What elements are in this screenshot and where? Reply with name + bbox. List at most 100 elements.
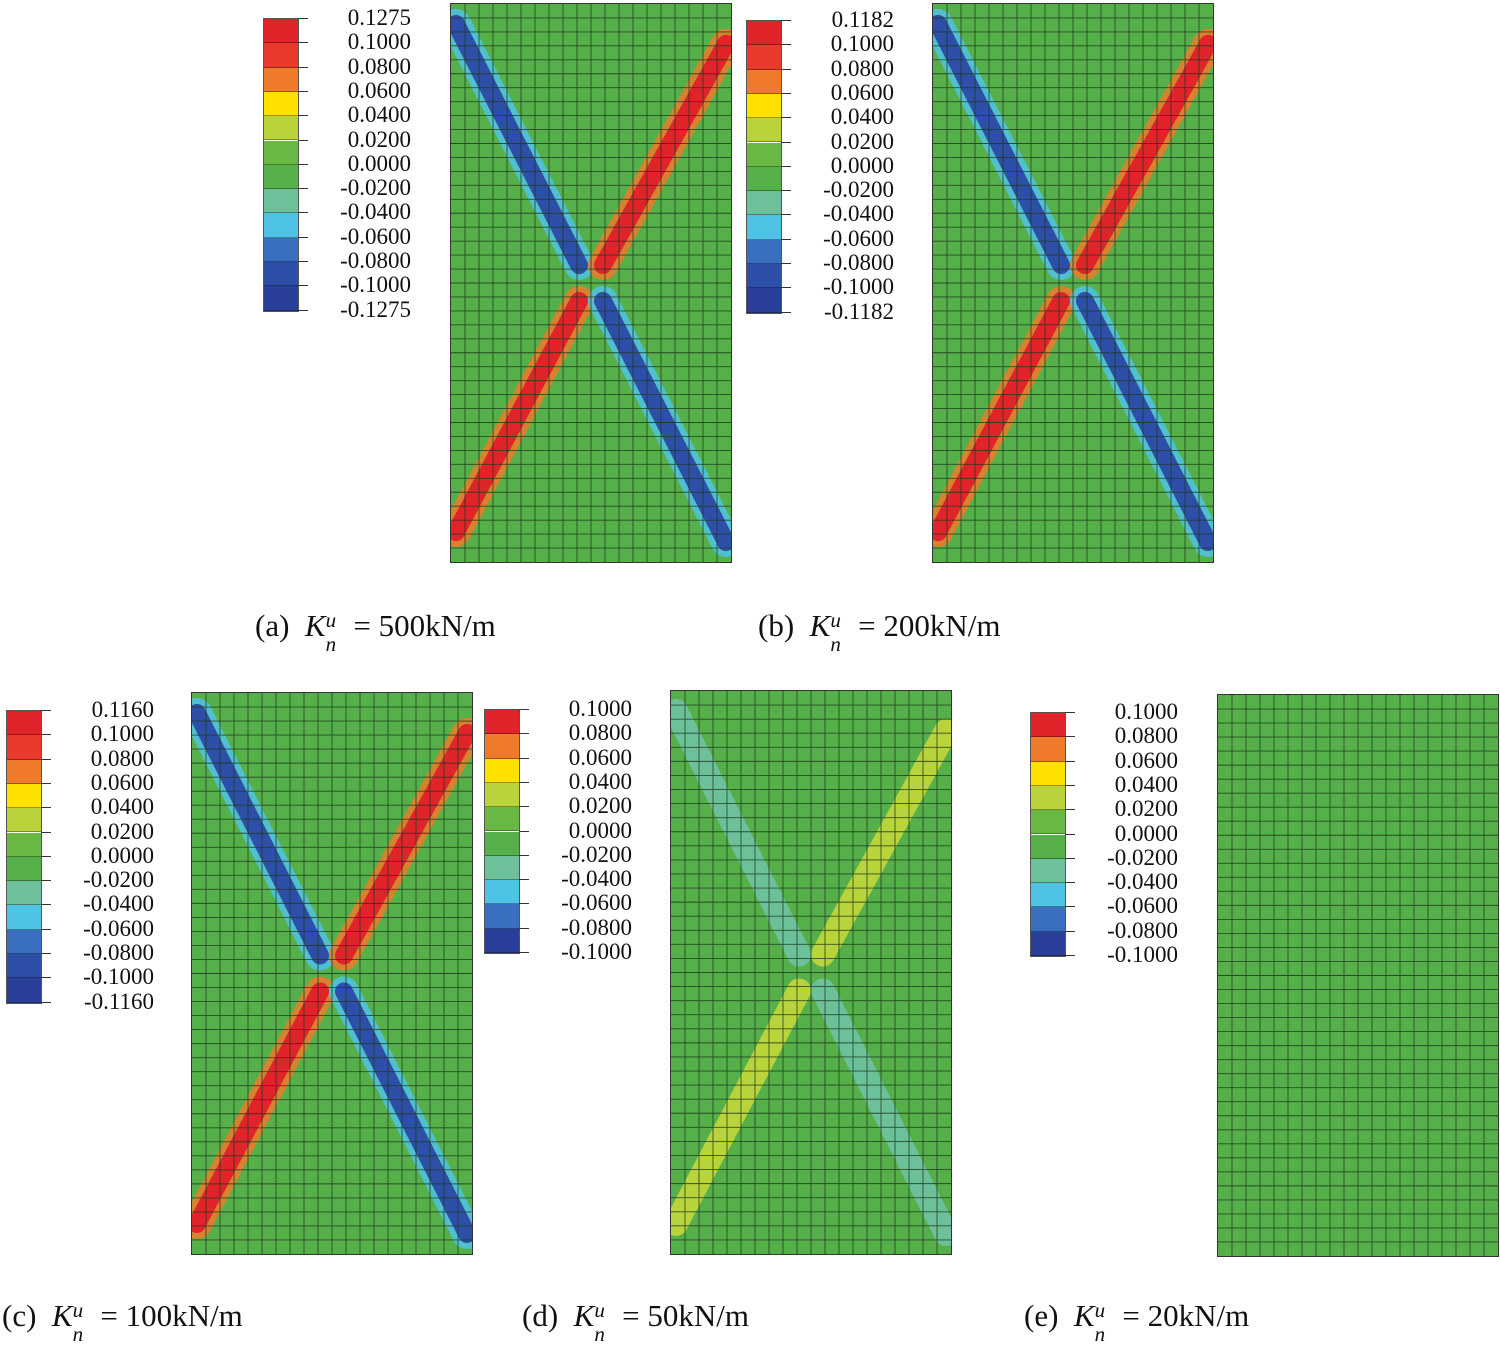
- contour-panel-a: [450, 3, 732, 563]
- caption-a-sub: n: [325, 631, 337, 656]
- legend-a-tick: [298, 285, 308, 287]
- caption-d-sup: u: [594, 1297, 605, 1322]
- panel-c-mesh: [192, 693, 472, 1254]
- legend-e-tick: [1065, 930, 1075, 932]
- legend-b-tick: [781, 44, 791, 46]
- legend-c-tick: [41, 855, 51, 857]
- panel-d-band-tension: [671, 978, 811, 1236]
- legend-a-tick: [298, 309, 308, 311]
- panel-c-band-tension: [192, 982, 330, 1234]
- legend-b-label: 0.0600: [830, 79, 894, 105]
- caption-d-sub: n: [594, 1321, 605, 1346]
- legend-d-colorbar: [484, 709, 520, 954]
- caption-b-value: = 200kN/m: [850, 608, 1001, 643]
- legend-c-tick: [41, 734, 51, 736]
- legend-d-label: 0.1000: [568, 696, 632, 721]
- legend-b-swatch: [747, 118, 781, 143]
- legend-c-swatch: [7, 759, 41, 784]
- caption-e-sup: u: [1094, 1297, 1106, 1322]
- legend-b-tick: [781, 68, 791, 70]
- legend-d-swatch: [485, 904, 519, 929]
- legend-a-label: -0.1275: [340, 296, 411, 322]
- legend-d-label: 0.0000: [568, 817, 632, 843]
- legend-a-swatch: [264, 286, 298, 311]
- legend-d-label: 0.0600: [568, 744, 632, 770]
- legend-a-swatch: [264, 237, 298, 262]
- legend-d-label: 0.0200: [568, 793, 632, 819]
- legend-d-tick: [519, 781, 529, 783]
- legend-e-label: 0.0600: [1114, 747, 1178, 773]
- legend-d-swatch: [485, 758, 519, 783]
- legend-c-label: 0.0600: [90, 769, 154, 795]
- legend-a: 0.1275 0.1000 0.0800 0.0600 0.0400 0.0200 0.00…: [263, 5, 423, 321]
- legend-b-label: -0.1182: [823, 298, 894, 324]
- legend-b-tick: [781, 141, 791, 143]
- legend-e-label: 0.0000: [1114, 820, 1178, 846]
- caption-b-label: (b): [758, 608, 795, 643]
- legend-c-swatch: [7, 832, 41, 857]
- legend-e-tick: [1065, 809, 1075, 811]
- legend-b-tick: [781, 92, 791, 94]
- legend-d-swatch: [485, 855, 519, 881]
- legend-a-tick: [298, 115, 308, 117]
- panel-d-band-compression: [811, 978, 951, 1246]
- legend-c-label: -0.1000: [83, 964, 154, 990]
- legend-c-label: 0.0000: [90, 842, 154, 868]
- panel-a-band-tension: [593, 34, 731, 275]
- panel-d-band-tension: [811, 719, 951, 967]
- legend-d-swatch: [485, 831, 519, 856]
- legend-b-swatch: [747, 45, 781, 70]
- legend-e: 0.1000 0.0800 0.0600 0.0400 0.0200 0.0000 -0.0…: [1030, 700, 1190, 967]
- caption-d-value: = 50kN/m: [614, 1298, 749, 1333]
- legend-c-label: 0.1160: [91, 697, 154, 722]
- legend-c-swatch: [7, 881, 41, 906]
- legend-c-tick: [41, 758, 51, 760]
- panel-e-mesh: [1218, 695, 1498, 1256]
- caption-e-sub: n: [1094, 1321, 1106, 1346]
- legend-a-tick: [298, 212, 308, 214]
- legend-b-colorbar: [746, 20, 782, 314]
- legend-e-swatch: [1031, 858, 1065, 884]
- legend-c-swatch: [7, 783, 41, 809]
- legend-a-tick: [298, 139, 308, 141]
- legend-a-swatch: [264, 67, 298, 92]
- legend-c-label: 0.1000: [90, 721, 154, 747]
- panel-c-band-compression: [334, 982, 472, 1244]
- legend-a-label: 0.1275: [347, 5, 411, 30]
- legend-a-swatch: [264, 164, 298, 190]
- contour-panel-b: [932, 3, 1214, 563]
- legend-c-tick: [41, 807, 51, 809]
- legend-d-tick: [519, 709, 529, 710]
- legend-c-colorbar: [6, 710, 42, 1004]
- legend-a-tick: [298, 18, 308, 19]
- legend-a-swatch: [264, 213, 298, 238]
- panel-a-band-compression: [593, 291, 731, 552]
- legend-a-label: -0.0200: [340, 175, 411, 201]
- legend-b-swatch: [747, 264, 781, 289]
- legend-c-tick: [41, 782, 51, 784]
- legend-a-label: 0.0400: [347, 102, 411, 128]
- panel-c-band-tension: [334, 723, 472, 965]
- panel-b-mesh: [933, 4, 1213, 562]
- panel-d-plot: [671, 691, 951, 1254]
- legend-e-swatch: [1031, 785, 1065, 811]
- legend-e-swatch: [1031, 761, 1065, 786]
- legend-b-swatch: [747, 93, 781, 119]
- legend-e-swatch: [1031, 810, 1065, 835]
- legend-b-label: -0.0600: [823, 225, 894, 251]
- caption-c-label: (c): [2, 1298, 37, 1333]
- legend-b-tick: [781, 165, 791, 167]
- legend-e-swatch: [1031, 713, 1065, 738]
- legend-c-tick: [41, 1001, 51, 1003]
- panel-e-plot: [1218, 695, 1498, 1256]
- legend-c-label: -0.0400: [83, 891, 154, 917]
- legend-d-tick: [519, 854, 529, 856]
- legend-a-label: 0.0600: [347, 77, 411, 103]
- legend-d-swatch: [485, 710, 519, 735]
- legend-a-label: -0.0800: [340, 248, 411, 273]
- legend-b-tick: [781, 311, 791, 313]
